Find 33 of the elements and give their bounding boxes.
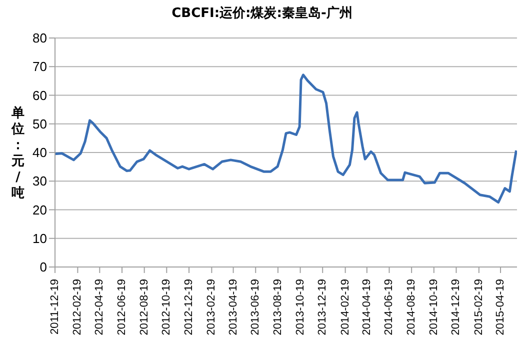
x-tick-label: 2013-04-19 [227,279,240,336]
x-tick-label: 2013-10-19 [294,279,306,336]
y-tick-label: 20 [32,202,47,218]
x-tick-label: 2011-12-19 [49,279,61,334]
y-tick-label: 0 [40,260,47,275]
x-tick-label: 2015-04-19 [494,279,507,336]
x-tick-label: 2014-06-19 [383,279,396,336]
y-tick-label: 40 [32,145,47,160]
x-tick-label: 2014-12-19 [450,279,462,336]
y-tick-label: 70 [32,59,47,74]
x-tick-label: 2014-08-19 [406,279,418,336]
y-tick-label: 80 [32,30,47,46]
x-tick-label: 2012-06-19 [116,279,128,336]
x-tick-label: 2012-04-19 [94,279,106,336]
x-tick-label: 2013-12-19 [316,279,329,336]
y-axis-title: 单位：元/吨 [12,106,24,202]
x-tick-label: 2013-06-19 [250,279,262,336]
y-tick-label: 30 [32,174,47,189]
line-series [55,74,517,204]
x-tick-label: 2012-10-19 [160,279,173,336]
x-tick-label: 2012-08-19 [138,279,150,336]
x-tick-label: 2015-02-19 [472,279,485,336]
x-tick-label: 2014-02-19 [339,279,352,336]
x-tick-label: 2014-04-19 [360,279,373,336]
x-tick-label: 2014-10-19 [428,279,440,336]
y-tick-label: 50 [32,116,47,132]
chart-title: CBCFI:运价:煤炭:秦皇岛-广州 [170,4,354,22]
x-tick-label: 2013-02-19 [206,279,218,336]
x-tick-label: 2012-12-19 [182,279,195,336]
y-tick-label: 10 [32,230,47,246]
x-tick-label: 2013-08-19 [272,279,284,336]
x-tick-label: 2012-02-19 [72,279,84,336]
y-tick-label: 60 [32,88,47,103]
